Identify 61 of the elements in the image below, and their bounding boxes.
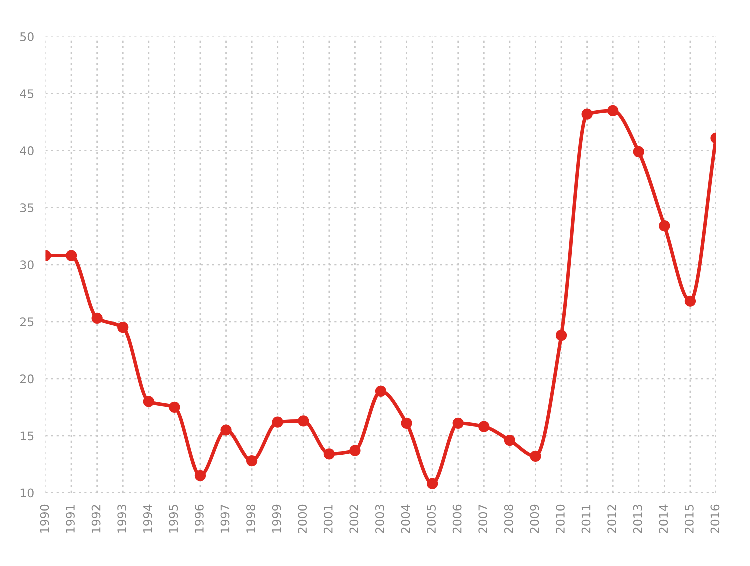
x-tick-label: 2012 [608,505,617,534]
y-tick-label: 15 [20,432,34,441]
y-tick-label: 35 [20,204,34,213]
x-tick-label: 2000 [298,504,308,534]
x-tick-label: 2008 [504,504,514,534]
point [92,312,103,324]
x-tick-label: 2006 [452,504,462,534]
x-tick-label: 2016 [710,504,720,534]
y-tick-label: 25 [20,318,34,327]
point [246,455,258,467]
point [272,416,284,428]
point [169,402,180,414]
x-tick-label: 2003 [375,505,384,534]
x-tick-label: 1997 [220,505,230,533]
point [324,448,335,460]
point [143,396,154,408]
y-tick-label: 10 [20,488,34,498]
point [118,322,129,334]
x-tick-label: 1995 [169,505,178,533]
point [684,296,696,307]
x-tick-label: 2014 [659,504,668,534]
point [556,330,568,342]
x-tick-label: 2001 [324,505,333,534]
x-tick-label: 2013 [633,505,642,534]
point [375,386,387,398]
x-tick-label: 2002 [350,505,359,534]
x-tick-label: 1998 [246,504,256,533]
x-tick-label: 2011 [582,505,591,534]
y-tick-label: 30 [20,260,34,270]
point [220,424,232,436]
point [633,146,644,158]
x-tick-label: 2015 [684,505,694,534]
y-tick-label: 50 [20,32,34,42]
point [194,470,206,482]
x-tick-label: 2009 [530,504,540,534]
y-tick-label: 45 [20,90,34,98]
point [401,418,412,429]
point [452,418,464,429]
x-tick-label: 1994 [143,504,152,533]
y-tick-label: 40 [20,146,34,156]
x-tick-label: 1996 [194,504,204,533]
x-tick-label: 2007 [478,505,488,534]
x-tick-label: 1992 [92,505,101,533]
x-tick-label: 2005 [427,505,436,534]
point [608,105,619,116]
x-tick-label: 1990 [40,504,50,533]
x-tick-label: 1999 [272,504,282,533]
x-tick-label: 2010 [556,504,565,534]
point [350,445,361,456]
point [298,416,310,427]
point [66,250,78,262]
point [427,478,438,490]
x-tick-label: 1993 [118,505,127,533]
point [530,450,542,462]
point [504,434,516,446]
point [582,108,593,120]
x-tick-label: 1991 [66,505,75,533]
y-tick-label: 20 [20,374,34,384]
point [478,421,490,432]
point [659,220,670,232]
x-tick-label: 2004 [401,504,410,534]
